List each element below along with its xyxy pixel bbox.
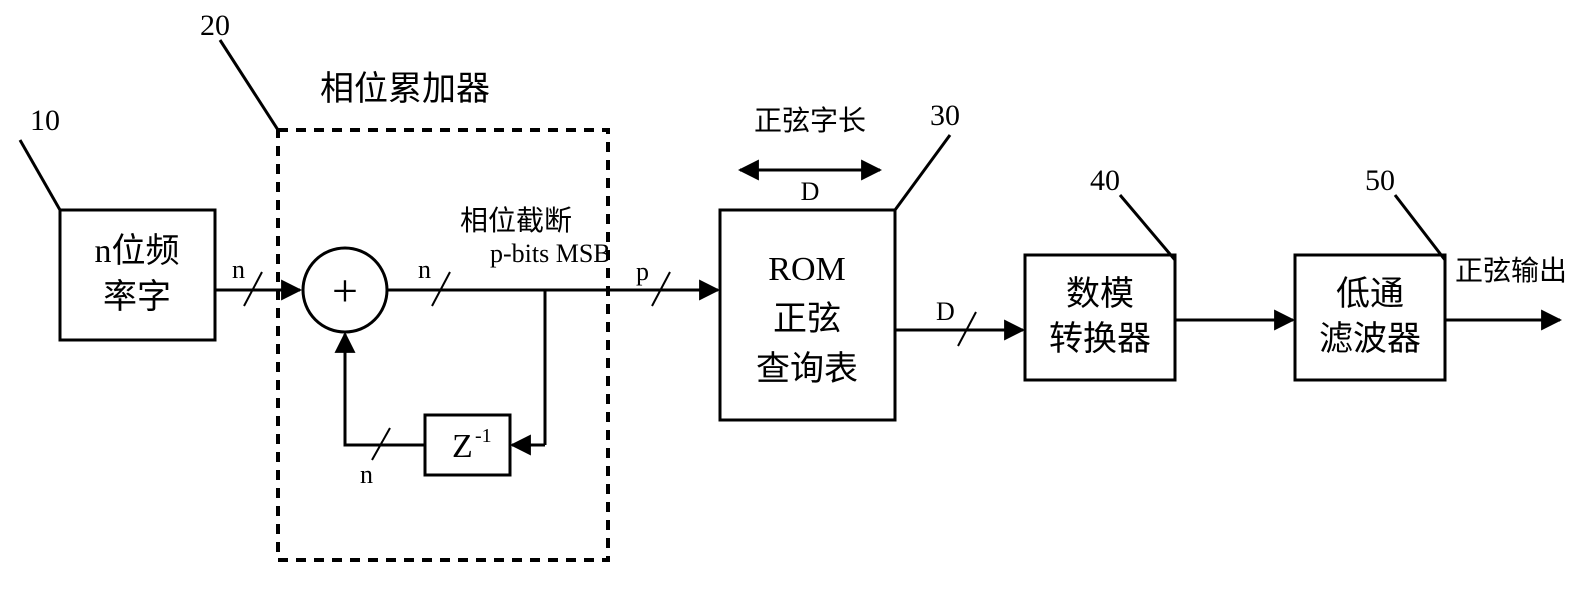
label-d-bus: D	[936, 297, 955, 326]
ref-30: 30	[930, 99, 960, 132]
dac-box	[1025, 255, 1175, 380]
ref-20: 20	[200, 9, 230, 42]
feedback-to-adder	[345, 334, 425, 445]
ref-40: 40	[1090, 164, 1120, 197]
leader-40	[1120, 195, 1175, 260]
phase-accumulator-box	[278, 130, 608, 560]
z-exp: -1	[475, 425, 492, 447]
leader-50	[1395, 195, 1445, 260]
pbits-label: p-bits MSB	[490, 239, 611, 268]
leader-30	[895, 135, 950, 210]
label-n2: n	[418, 255, 431, 284]
label-n3: n	[360, 460, 373, 489]
adder-plus: +	[332, 265, 358, 316]
label-p: p	[636, 257, 649, 286]
leader-20	[220, 40, 278, 130]
phase-trunc-label: 相位截断	[460, 205, 572, 237]
lpf-line2: 滤波器	[1319, 320, 1421, 358]
rom-line2: 正弦	[773, 301, 841, 338]
dac-line2: 转换器	[1049, 320, 1151, 358]
lpf-box	[1295, 255, 1445, 380]
freq-word-line2: 率字	[103, 278, 171, 316]
freq-word-line1: n位频	[95, 232, 180, 270]
dac-line1: 数模	[1066, 275, 1134, 313]
leader-10	[20, 140, 60, 210]
d-label-top: D	[801, 177, 820, 206]
rom-line3: 查询表	[756, 350, 858, 388]
sine-word-len-label: 正弦字长	[754, 105, 866, 137]
phase-accumulator-title: 相位累加器	[320, 70, 490, 108]
lpf-line1: 低通	[1336, 276, 1404, 313]
ref-50: 50	[1365, 164, 1395, 197]
ref-10: 10	[30, 104, 60, 137]
label-n1: n	[232, 255, 245, 284]
freq-word-box	[60, 210, 215, 340]
rom-line1: ROM	[768, 251, 845, 288]
z-label: Z	[452, 428, 473, 465]
sine-output-label: 正弦输出	[1455, 255, 1567, 287]
